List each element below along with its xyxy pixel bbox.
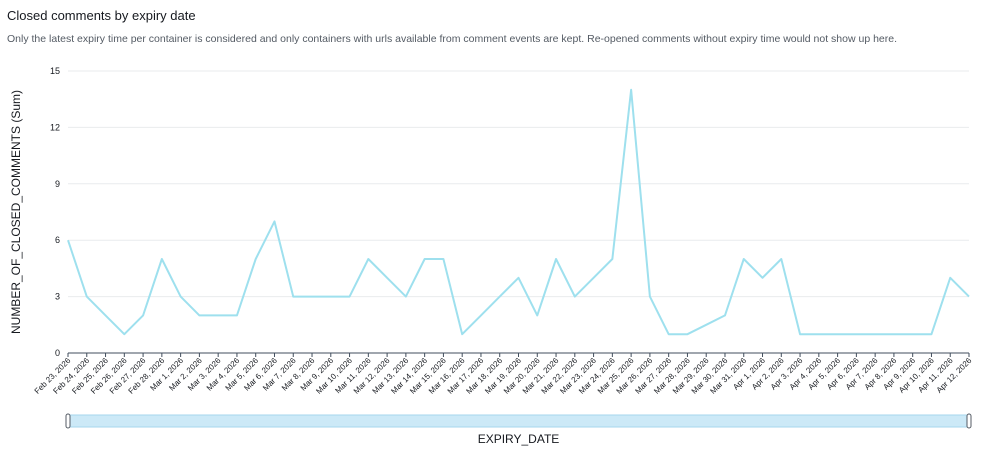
data-point[interactable] <box>348 295 352 299</box>
data-point[interactable] <box>272 219 276 223</box>
data-point[interactable] <box>179 295 183 299</box>
data-point[interactable] <box>366 257 370 261</box>
scrollbar-left-handle[interactable] <box>65 413 71 429</box>
data-point[interactable] <box>479 313 483 317</box>
data-point[interactable] <box>517 276 521 280</box>
y-axis-ticks: 0 3 6 9 12 15 <box>50 66 60 358</box>
x-axis-title: EXPIRY_DATE <box>478 432 560 446</box>
data-point[interactable] <box>892 332 896 336</box>
data-point[interactable] <box>929 332 933 336</box>
y-tick-label: 9 <box>55 179 60 189</box>
chart-title: Closed comments by expiry date <box>7 8 196 23</box>
data-point[interactable] <box>423 257 427 261</box>
data-point[interactable] <box>836 332 840 336</box>
data-point[interactable] <box>66 238 70 242</box>
data-point[interactable] <box>554 257 558 261</box>
data-point[interactable] <box>160 257 164 261</box>
data-point[interactable] <box>310 295 314 299</box>
data-point[interactable] <box>685 332 689 336</box>
data-point[interactable] <box>460 332 464 336</box>
data-point[interactable] <box>197 313 201 317</box>
data-point[interactable] <box>216 313 220 317</box>
data-point[interactable] <box>535 313 539 317</box>
y-axis-title: NUMBER_OF_CLOSED_COMMENTS (Sum) <box>9 90 23 334</box>
data-point[interactable] <box>911 332 915 336</box>
range-scrollbar[interactable] <box>65 413 972 429</box>
data-point[interactable] <box>85 295 89 299</box>
chart-subtitle: Only the latest expiry time per containe… <box>7 33 898 45</box>
data-point[interactable] <box>610 257 614 261</box>
series-points <box>66 88 971 336</box>
data-point[interactable] <box>329 295 333 299</box>
y-tick-label: 15 <box>50 66 60 76</box>
data-point[interactable] <box>385 276 389 280</box>
data-point[interactable] <box>291 295 295 299</box>
data-point[interactable] <box>573 295 577 299</box>
y-tick-label: 6 <box>55 235 60 245</box>
series-line <box>67 88 970 336</box>
data-point[interactable] <box>235 313 239 317</box>
data-point[interactable] <box>592 276 596 280</box>
data-point[interactable] <box>779 257 783 261</box>
data-point[interactable] <box>873 332 877 336</box>
data-point[interactable] <box>742 257 746 261</box>
data-point[interactable] <box>122 332 126 336</box>
data-point[interactable] <box>798 332 802 336</box>
data-point[interactable] <box>404 295 408 299</box>
data-point[interactable] <box>104 313 108 317</box>
scrollbar-right-handle[interactable] <box>966 413 972 429</box>
y-tick-label: 12 <box>50 122 60 132</box>
data-point[interactable] <box>648 295 652 299</box>
scrollbar-track[interactable] <box>67 414 970 428</box>
data-point[interactable] <box>817 332 821 336</box>
data-point[interactable] <box>704 323 708 327</box>
data-point[interactable] <box>967 295 971 299</box>
data-point[interactable] <box>723 313 727 317</box>
data-point[interactable] <box>948 276 952 280</box>
data-point[interactable] <box>761 276 765 280</box>
gridlines <box>68 70 969 298</box>
data-point[interactable] <box>441 257 445 261</box>
y-tick-label: 0 <box>55 348 60 358</box>
data-point[interactable] <box>498 295 502 299</box>
data-point[interactable] <box>667 332 671 336</box>
y-tick-label: 3 <box>55 292 60 302</box>
data-point[interactable] <box>854 332 858 336</box>
data-point[interactable] <box>254 257 258 261</box>
data-point[interactable] <box>629 88 633 92</box>
data-point[interactable] <box>141 313 145 317</box>
